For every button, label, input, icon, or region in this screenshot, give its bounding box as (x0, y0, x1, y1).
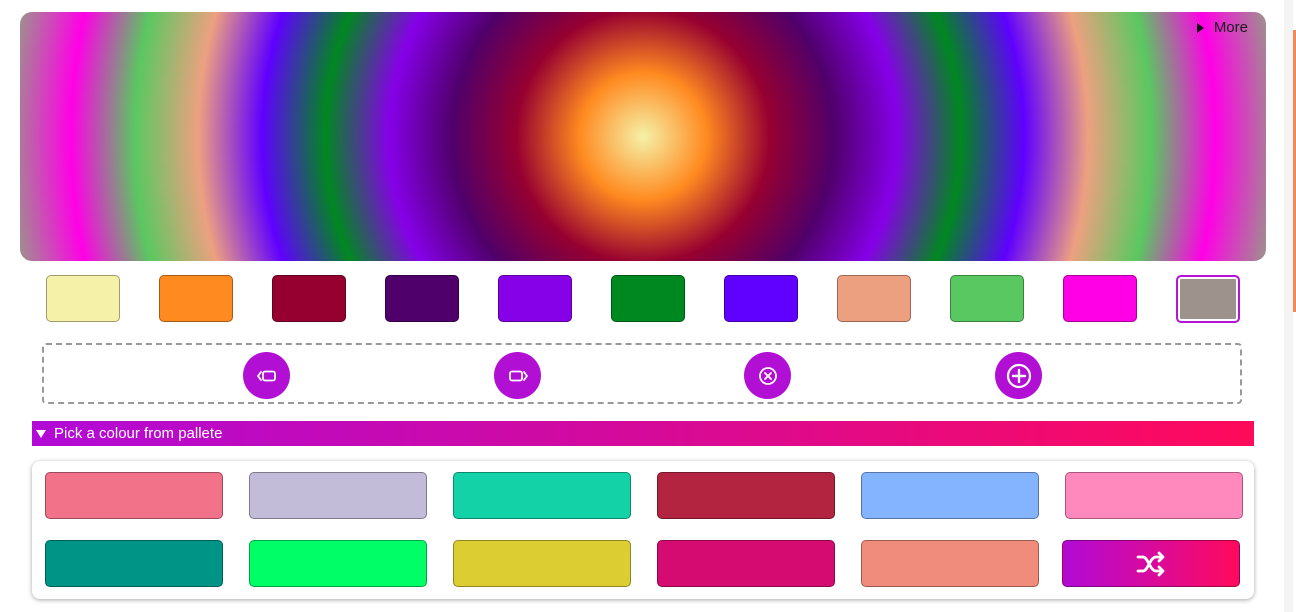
shuffle-icon (1136, 551, 1165, 576)
gradient-stop-swatch[interactable] (837, 275, 911, 322)
move-right-icon (508, 370, 528, 381)
palette-color-swatch[interactable] (249, 472, 427, 519)
gradient-stop-swatch[interactable] (724, 275, 798, 322)
stop-toolbar (42, 343, 1242, 404)
gradient-preview-canvas (20, 12, 1266, 261)
palette-color-swatch[interactable] (657, 472, 835, 519)
palette-color-swatch[interactable] (861, 472, 1039, 519)
add-color-button[interactable] (995, 352, 1042, 399)
gradient-stop-swatch[interactable] (611, 275, 685, 322)
gradient-stop-swatch[interactable] (46, 275, 120, 322)
more-label: More (1213, 19, 1248, 36)
move-right-button[interactable] (494, 352, 541, 399)
gradient-stop-swatch[interactable] (498, 275, 572, 322)
close-circle-icon (758, 366, 777, 385)
scrollbar-track[interactable] (1284, 0, 1293, 612)
gradient-preview: More (20, 12, 1266, 261)
more-toggle[interactable]: More (1196, 19, 1248, 36)
caret-right-icon (1196, 22, 1204, 33)
shuffle-button[interactable] (1062, 540, 1240, 587)
palette-color-swatch[interactable] (861, 540, 1039, 587)
palette-color-swatch[interactable] (1065, 472, 1243, 519)
remove-color-button[interactable] (744, 352, 791, 399)
gradient-stop-swatch[interactable] (1176, 275, 1240, 323)
palette-color-swatch[interactable] (45, 472, 223, 519)
gradient-stop-swatch[interactable] (950, 275, 1024, 322)
move-left-button[interactable] (243, 352, 290, 399)
palette-color-swatch[interactable] (45, 540, 223, 587)
gradient-stop-swatch[interactable] (1063, 275, 1137, 322)
palette-color-swatch[interactable] (249, 540, 427, 587)
plus-circle-icon (1006, 363, 1031, 388)
gradient-stop-swatch[interactable] (385, 275, 459, 322)
gradient-stop-swatch[interactable] (159, 275, 233, 322)
scrollbar-thumb[interactable] (1293, 30, 1296, 312)
palette-color-swatch[interactable] (453, 472, 631, 519)
palette-title: Pick a colour from pallete (54, 425, 223, 442)
palette-color-swatch[interactable] (657, 540, 835, 587)
palette-color-swatch[interactable] (453, 540, 631, 587)
caret-down-icon (36, 429, 46, 438)
gradient-stop-swatch[interactable] (272, 275, 346, 322)
gradient-stop-swatches (46, 275, 1240, 324)
palette-panel (32, 461, 1254, 599)
palette-accordion-toggle[interactable]: Pick a colour from pallete (32, 421, 1254, 446)
move-left-icon (256, 370, 276, 381)
